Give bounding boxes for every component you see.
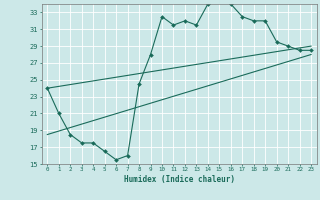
X-axis label: Humidex (Indice chaleur): Humidex (Indice chaleur)	[124, 175, 235, 184]
